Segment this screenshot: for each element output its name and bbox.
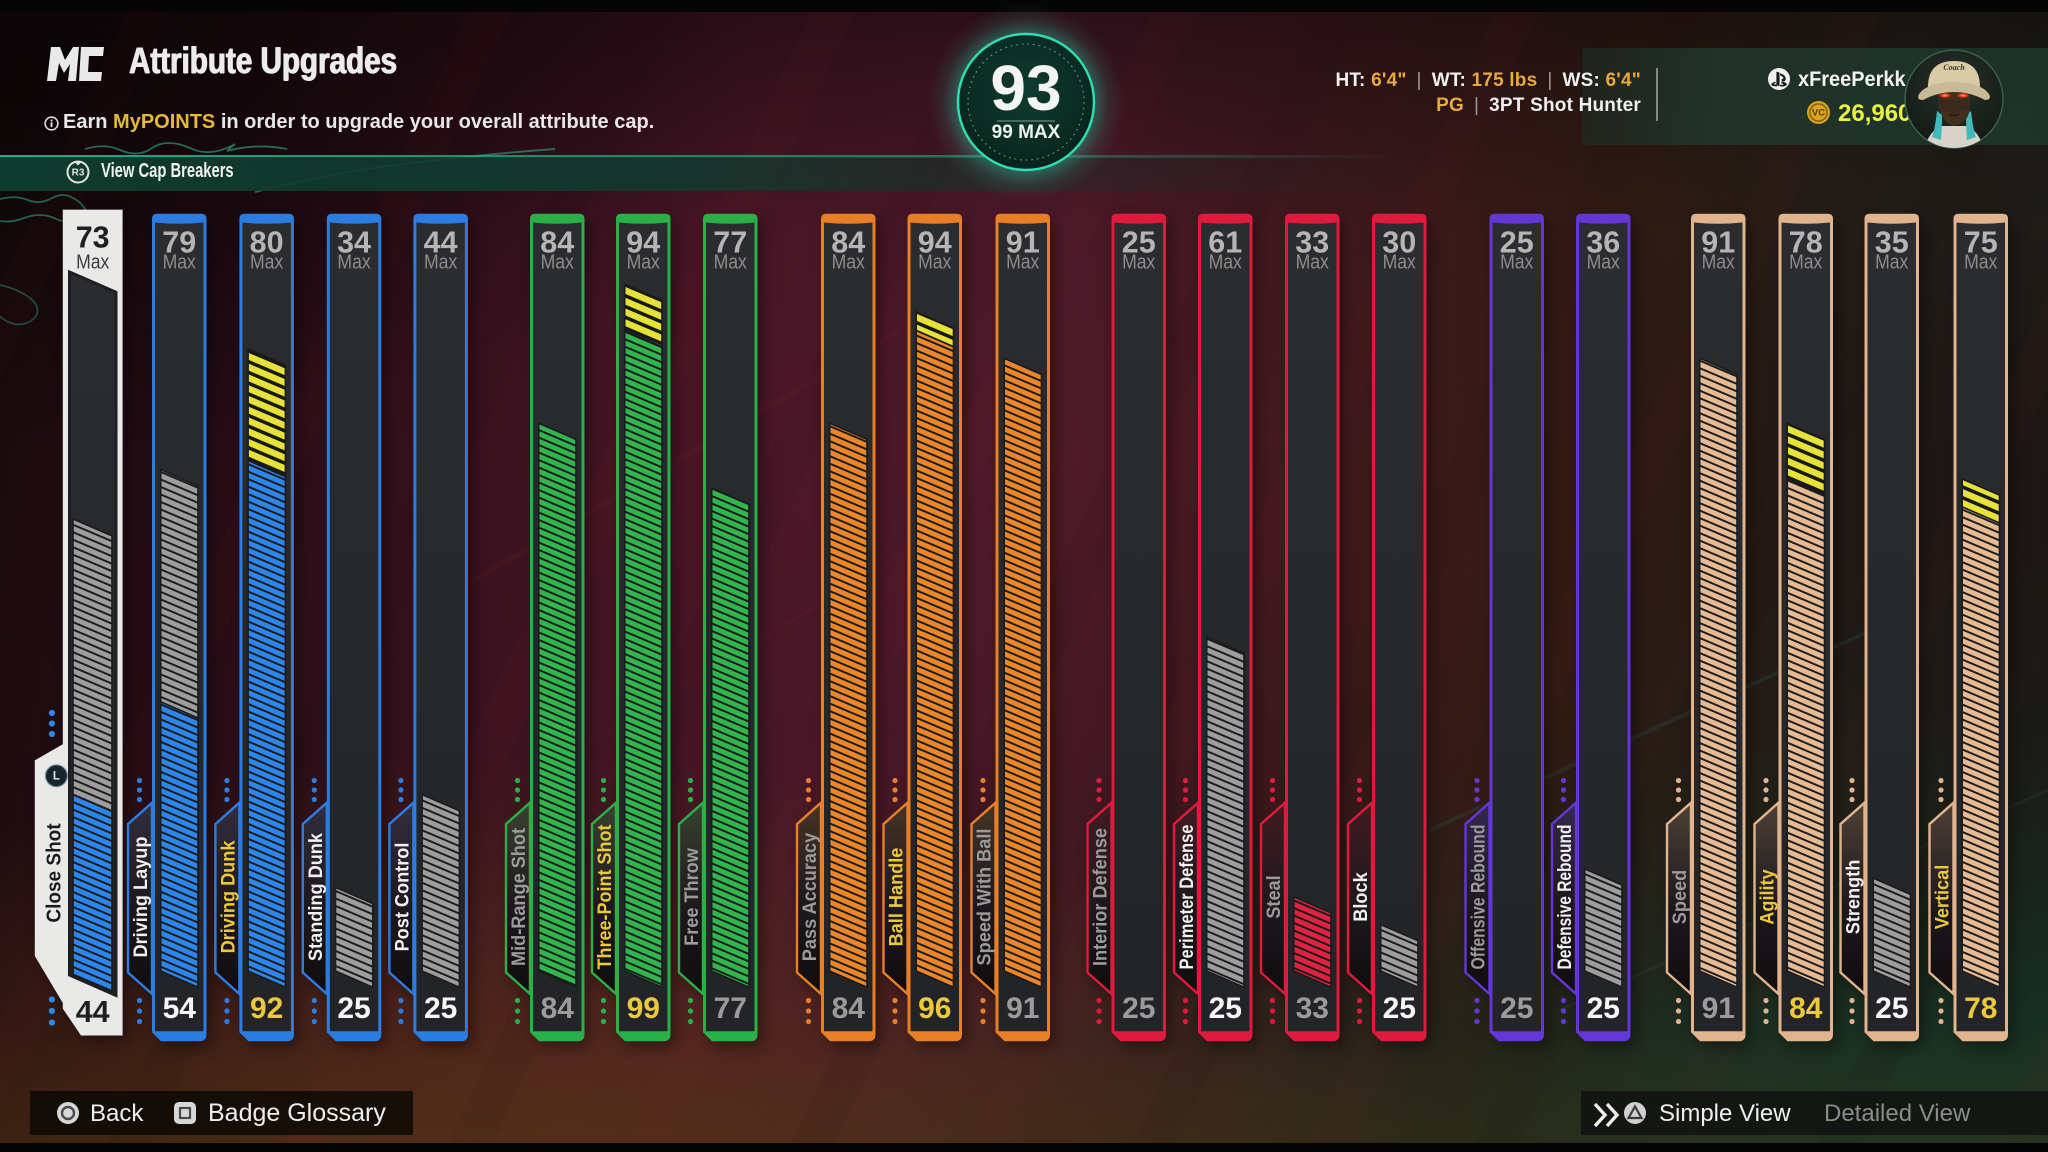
svg-text:25: 25	[1122, 226, 1156, 260]
svg-text:Driving Layup: Driving Layup	[130, 836, 152, 957]
svg-text:25: 25	[1500, 992, 1533, 1025]
svg-text:84: 84	[831, 226, 865, 260]
svg-text:Steal: Steal	[1263, 875, 1285, 918]
svg-text:Strength: Strength	[1843, 860, 1865, 935]
svg-text:Max: Max	[1702, 252, 1735, 274]
svg-text:Max: Max	[163, 252, 196, 274]
svg-text:Max: Max	[832, 252, 865, 274]
svg-text:77: 77	[714, 992, 747, 1025]
svg-text:Max: Max	[1006, 252, 1039, 274]
svg-text:Free Throw: Free Throw	[681, 847, 703, 946]
svg-text:Max: Max	[1383, 252, 1416, 274]
svg-text:75: 75	[1964, 226, 1998, 260]
svg-text:Max: Max	[1875, 252, 1908, 274]
svg-text:84: 84	[832, 992, 866, 1025]
svg-text:Vertical: Vertical	[1932, 865, 1954, 930]
svg-text:25: 25	[1122, 992, 1155, 1025]
svg-text:Max: Max	[627, 252, 660, 274]
svg-text:Max: Max	[424, 252, 457, 274]
svg-text:Block: Block	[1350, 872, 1372, 922]
svg-text:25: 25	[1209, 992, 1242, 1025]
svg-text:Max: Max	[1296, 252, 1329, 274]
svg-text:91: 91	[1006, 226, 1040, 260]
svg-text:33: 33	[1295, 226, 1329, 260]
svg-text:78: 78	[1964, 992, 1997, 1025]
svg-text:Max: Max	[714, 252, 747, 274]
svg-text:78: 78	[1789, 226, 1823, 260]
svg-text:99: 99	[627, 992, 660, 1025]
svg-text:Agility: Agility	[1757, 869, 1779, 925]
svg-text:Max: Max	[1500, 252, 1533, 274]
svg-text:25: 25	[1587, 992, 1620, 1025]
svg-text:Max: Max	[1122, 252, 1155, 274]
svg-text:Interior Defense: Interior Defense	[1090, 828, 1112, 966]
svg-text:Standing Dunk: Standing Dunk	[305, 833, 327, 961]
svg-text:Max: Max	[1587, 252, 1620, 274]
svg-text:Max: Max	[337, 252, 370, 274]
svg-text:R3: R3	[72, 168, 85, 179]
svg-text:Offensive Rebound: Offensive Rebound	[1468, 825, 1490, 970]
svg-text:Max: Max	[1209, 252, 1242, 274]
svg-text:30: 30	[1382, 226, 1416, 260]
svg-text:Max: Max	[250, 252, 283, 274]
svg-text:Close Shot: Close Shot	[44, 823, 66, 923]
svg-text:Speed: Speed	[1669, 870, 1691, 924]
svg-text:Driving Dunk: Driving Dunk	[217, 840, 239, 953]
svg-text:Max: Max	[918, 252, 951, 274]
svg-text:91: 91	[1701, 226, 1735, 260]
svg-text:Post Control: Post Control	[391, 843, 413, 952]
svg-text:34: 34	[337, 226, 371, 260]
svg-text:Ball Handle: Ball Handle	[886, 847, 908, 946]
svg-text:Mid-Range Shot: Mid-Range Shot	[508, 828, 530, 966]
svg-text:54: 54	[163, 992, 197, 1025]
svg-text:25: 25	[1383, 992, 1416, 1025]
svg-text:77: 77	[713, 226, 747, 260]
svg-text:73: 73	[76, 221, 110, 255]
svg-text:35: 35	[1875, 226, 1909, 260]
svg-text:L: L	[53, 770, 60, 782]
svg-text:Coach: Coach	[1943, 63, 1965, 72]
svg-text:94: 94	[626, 226, 660, 260]
svg-text:96: 96	[918, 992, 951, 1025]
svg-text:80: 80	[250, 226, 284, 260]
svg-text:94: 94	[918, 226, 952, 260]
svg-text:VC: VC	[1812, 108, 1825, 119]
svg-text:25: 25	[337, 992, 370, 1025]
svg-text:Speed With Ball: Speed With Ball	[974, 829, 996, 966]
svg-text:84: 84	[1789, 992, 1823, 1025]
svg-text:93: 93	[990, 52, 1061, 124]
svg-text:84: 84	[541, 992, 575, 1025]
svg-text:Perimeter Defense: Perimeter Defense	[1176, 824, 1198, 969]
svg-text:Max: Max	[1789, 252, 1822, 274]
svg-text:Pass Accuracy: Pass Accuracy	[799, 833, 821, 962]
svg-text:61: 61	[1208, 226, 1242, 260]
svg-text:Defensive Rebound: Defensive Rebound	[1554, 825, 1576, 970]
svg-text:84: 84	[540, 226, 574, 260]
svg-text:91: 91	[1006, 992, 1039, 1025]
svg-text:33: 33	[1296, 992, 1329, 1025]
svg-text:79: 79	[162, 226, 196, 260]
svg-text:25: 25	[1875, 992, 1908, 1025]
svg-text:99 MAX: 99 MAX	[992, 122, 1061, 143]
svg-text:25: 25	[424, 992, 457, 1025]
svg-text:44: 44	[76, 995, 110, 1029]
svg-text:Three-Point Shot: Three-Point Shot	[594, 824, 616, 969]
svg-text:Max: Max	[1964, 252, 1997, 274]
svg-text:Max: Max	[541, 252, 574, 274]
svg-text:Max: Max	[76, 251, 109, 273]
svg-text:25: 25	[1500, 226, 1534, 260]
svg-text:44: 44	[424, 226, 458, 260]
svg-text:36: 36	[1586, 226, 1620, 260]
svg-text:92: 92	[250, 992, 283, 1025]
svg-text:91: 91	[1702, 992, 1735, 1025]
